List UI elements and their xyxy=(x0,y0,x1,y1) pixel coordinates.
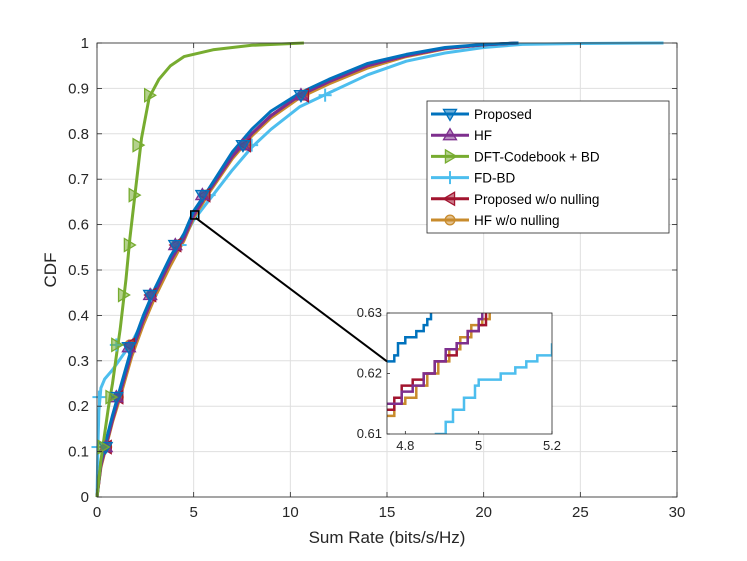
series-line-fd-bd xyxy=(95,41,664,498)
marker-proposed xyxy=(235,139,251,153)
legend-marker xyxy=(442,127,458,141)
marker-dft-codebook-bd xyxy=(97,439,111,455)
inset-y-tick-label: 0.63 xyxy=(357,305,382,320)
marker-proposed xyxy=(194,189,211,203)
marker-proposed xyxy=(121,341,137,355)
inset-x-tick-label: 5.2 xyxy=(543,438,561,453)
y-tick-label: 0.9 xyxy=(68,80,89,97)
marker-dft-codebook-bd xyxy=(143,87,157,103)
inset-background xyxy=(387,313,552,434)
marker-proposed xyxy=(293,90,309,103)
y-tick-label: 0.2 xyxy=(68,398,89,415)
x-tick-label: 25 xyxy=(572,504,589,521)
legend-box xyxy=(426,100,670,234)
marker-dft-codebook-bd xyxy=(111,337,125,353)
series-markers xyxy=(91,87,332,455)
legend-label: Proposed w/o nulling xyxy=(474,192,599,207)
legend-item-dft-codebook-bd: DFT-Codebook + BD xyxy=(431,148,600,165)
x-tick-label: 20 xyxy=(475,504,492,521)
zoom-connector xyxy=(195,217,388,363)
inset-line-fd-bd xyxy=(434,343,552,434)
y-tick-label: 0.3 xyxy=(68,353,89,370)
y-tick-label: 0 xyxy=(81,489,89,506)
x-tick-label: 10 xyxy=(282,504,299,521)
marker-dft-codebook-bd xyxy=(105,389,119,405)
marker-proposed xyxy=(142,289,158,303)
y-tick-label: 0.4 xyxy=(68,307,89,324)
legend-marker xyxy=(443,171,457,185)
legend-marker xyxy=(442,191,456,207)
y-tick-label: 0.6 xyxy=(68,217,89,234)
inset-y-tick-label: 0.62 xyxy=(357,366,382,381)
legend-item-fd-bd: FD-BD xyxy=(431,171,515,186)
legend-label: FD-BD xyxy=(474,171,515,186)
x-tick-label: 15 xyxy=(379,504,396,521)
legend-label: Proposed xyxy=(474,107,532,122)
legend-marker xyxy=(444,148,458,165)
legend-item-proposed-w-o-nulling: Proposed w/o nulling xyxy=(431,191,599,207)
legend-marker xyxy=(442,108,458,122)
inset-series xyxy=(387,313,552,434)
legend-item-proposed: Proposed xyxy=(431,107,532,122)
legend-item-hf: HF xyxy=(431,127,492,143)
zoom-indicator xyxy=(190,210,388,363)
marker-dft-codebook-bd xyxy=(128,187,142,203)
series-lines xyxy=(95,41,664,498)
y-tick-label: 0.5 xyxy=(68,262,89,279)
marker-fd-bd xyxy=(92,390,106,404)
legend-label: DFT-Codebook + BD xyxy=(474,149,600,164)
marker-dft-codebook-bd xyxy=(132,137,146,153)
legend-item-hf-w-o-nulling: HF w/o nulling xyxy=(431,213,560,228)
inset-x-tick-label: 5 xyxy=(475,438,482,453)
x-tick-label: 30 xyxy=(669,504,686,521)
zoom-box xyxy=(190,210,200,220)
inset-plot: 4.8 5 5.2 0.61 0.62 0.63 xyxy=(357,305,561,453)
y-axis-label: CDF xyxy=(41,253,60,288)
marker-proposed xyxy=(167,239,183,253)
y-tick-label: 0.8 xyxy=(68,126,89,143)
marker-dft-codebook-bd xyxy=(117,287,131,303)
axis-ticks: 0 5 10 15 20 25 3000.10.20.30.40.50.60.70.80.9… xyxy=(68,35,685,521)
series-line-dft-codebook-bd xyxy=(95,41,304,498)
legend-marker xyxy=(444,214,456,226)
inset-x-tick-label: 4.8 xyxy=(396,438,414,453)
marker-fd-bd xyxy=(318,88,332,102)
x-tick-label: 0 xyxy=(93,504,101,521)
legend-label: HF w/o nulling xyxy=(474,213,560,228)
y-tick-label: 0.7 xyxy=(68,171,89,188)
inset-line-hf xyxy=(387,313,484,406)
marker-dft-codebook-bd xyxy=(123,237,137,253)
legend: Proposed HF DFT-Codebook + BD FD-BD Proposed… xyxy=(426,100,670,234)
x-axis-label: Sum Rate (bits/s/Hz) xyxy=(309,528,466,547)
y-tick-label: 0.1 xyxy=(68,444,89,461)
y-tick-label: 1 xyxy=(81,35,89,52)
x-tick-label: 5 xyxy=(189,504,197,521)
inset-line-proposed xyxy=(387,313,433,363)
inset-y-tick-label: 0.61 xyxy=(357,426,382,441)
legend-label: HF xyxy=(474,128,492,143)
